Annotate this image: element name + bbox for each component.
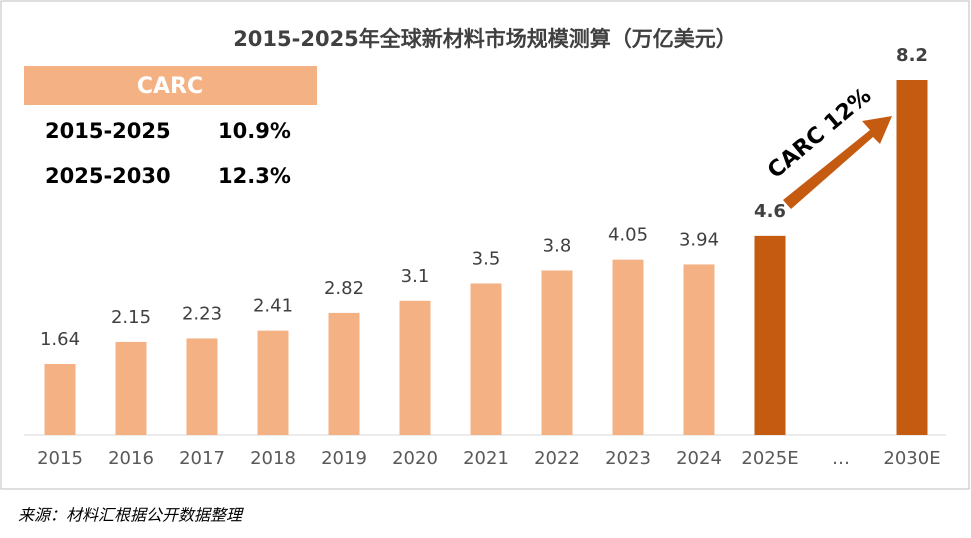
- value-label: 2.41: [253, 296, 293, 317]
- x-tick-label: 2015: [37, 448, 83, 469]
- x-tick-label: 2024: [676, 448, 722, 469]
- value-label: 3.94: [679, 229, 719, 250]
- bar: [896, 80, 928, 435]
- table-cell: 2015-2025: [45, 119, 171, 143]
- value-label: 3.8: [543, 235, 572, 256]
- bar: [186, 338, 218, 435]
- table-cell: 2025-2030: [45, 164, 171, 188]
- value-label: 4.05: [608, 225, 648, 246]
- x-tick-label: 2030E: [883, 448, 940, 469]
- bar: [328, 312, 360, 435]
- value-label: 8.2: [896, 45, 928, 66]
- x-tick-label: 2022: [534, 448, 580, 469]
- value-label: 3.5: [472, 248, 501, 269]
- x-tick-label: 2018: [250, 448, 296, 469]
- chart-title: 2015-2025年全球新材料市场规模测算（万亿美元）: [233, 27, 737, 51]
- bar: [541, 270, 573, 435]
- bar: [470, 283, 502, 435]
- x-tick-label: 2023: [605, 448, 651, 469]
- bar: [754, 235, 786, 435]
- bar: [612, 259, 644, 435]
- value-label: 4.6: [754, 201, 786, 222]
- x-tick-label: 2017: [179, 448, 225, 469]
- value-label: 2.15: [111, 307, 151, 328]
- x-tick-label: 2025E: [741, 448, 798, 469]
- table-cell: 10.9%: [218, 119, 291, 143]
- value-label: 1.64: [40, 329, 80, 350]
- x-tick-label: 2019: [321, 448, 367, 469]
- source: 来源：材料汇根据公开数据整理: [18, 506, 244, 525]
- value-label: 3.1: [401, 266, 430, 287]
- bar: [44, 364, 76, 435]
- bar: [399, 300, 431, 435]
- bar: [683, 264, 715, 435]
- bar: [115, 341, 147, 435]
- table-cell: 12.3%: [218, 164, 291, 188]
- x-tick-label: …: [832, 448, 850, 469]
- x-tick-label: 2016: [108, 448, 154, 469]
- table-header-bg: [24, 66, 317, 105]
- table-header: CARC: [137, 74, 203, 99]
- x-tick-label: 2021: [463, 448, 509, 469]
- x-tick-label: 2020: [392, 448, 438, 469]
- bar: [257, 330, 289, 435]
- value-label: 2.23: [182, 303, 222, 324]
- value-label: 2.82: [324, 278, 364, 299]
- growth-arrow: [783, 116, 892, 209]
